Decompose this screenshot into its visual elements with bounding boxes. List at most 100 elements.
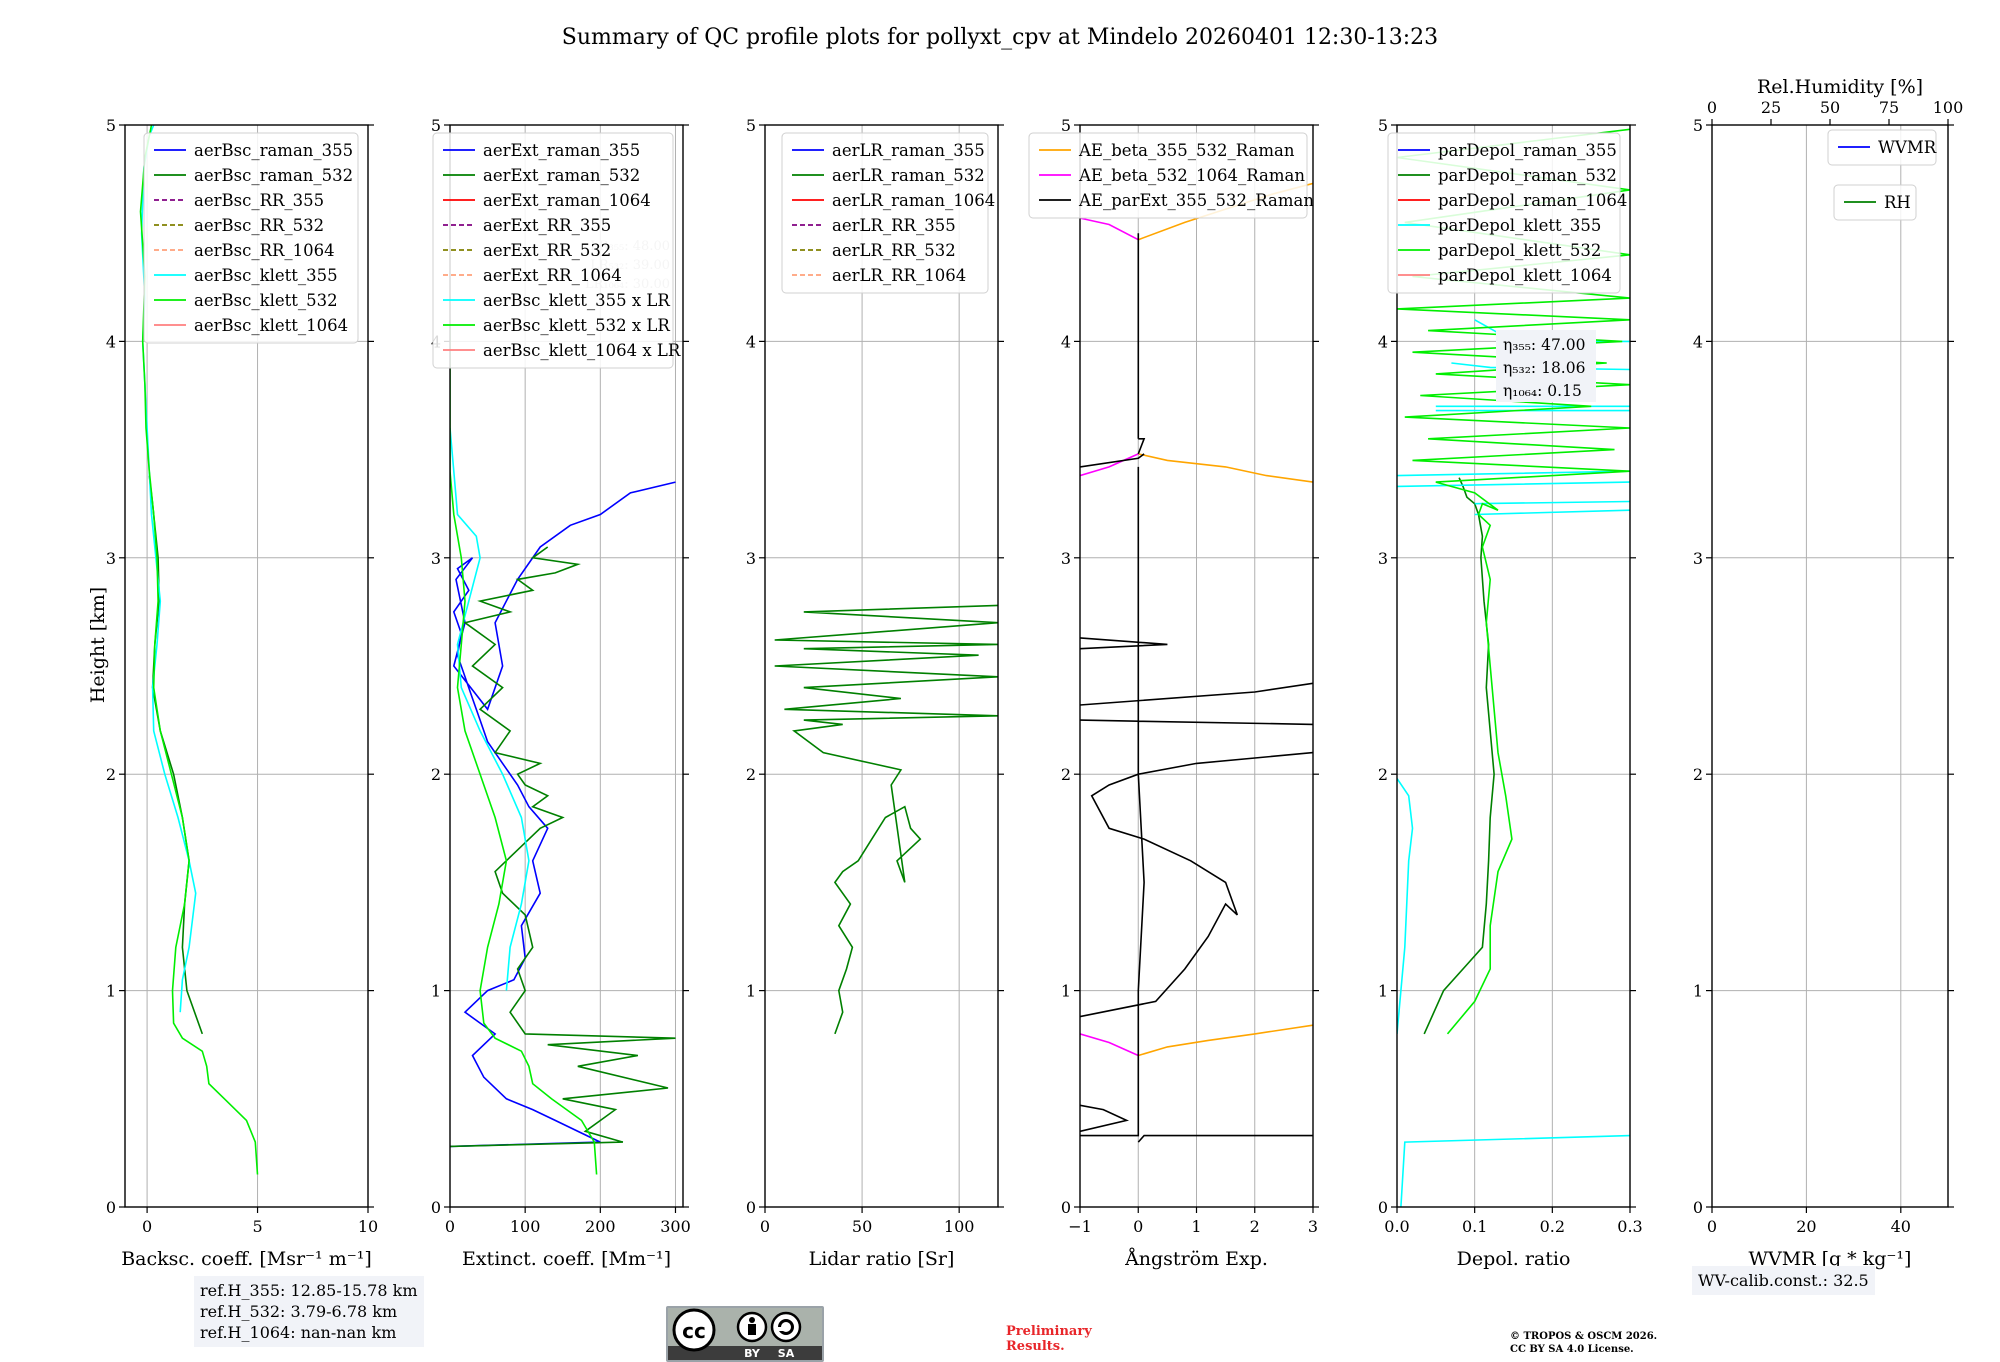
- wv-calibration-constant: WV-calib.const.: 32.5: [1698, 1271, 1869, 1290]
- preliminary-line-1: Preliminary: [1006, 1324, 1092, 1339]
- y-tick-label: 2: [1693, 765, 1703, 784]
- preliminary-results-note: Preliminary Results.: [1006, 1324, 1092, 1354]
- legend-label: parDepol_raman_532: [1438, 166, 1617, 185]
- legend-label: aerBsc_RR_1064: [194, 241, 335, 260]
- y-tick-label: 2: [746, 765, 756, 784]
- x-tick-label: 0.2: [1540, 1217, 1565, 1236]
- x-axis-label: Extinct. coeff. [Mm⁻¹]: [462, 1248, 671, 1270]
- top-x-tick-label: 100: [1933, 98, 1964, 117]
- y-tick-label: 1: [1061, 982, 1071, 1001]
- panel-depol: 0.0 0.1 0.2 0.3 0 1 2 3 4 5 Depol. ratio parDepol_r…: [1378, 116, 1643, 1270]
- legend-label: aerLR_raman_1064: [832, 191, 995, 210]
- series-line-pardepol-raman-532: [1423, 477, 1495, 1035]
- panel-wvmr: 0 20 40 0 1 2 3 4 5 WVMR [g * kg⁻¹] Rel.Humidity […: [1693, 76, 1963, 1270]
- y-tick-label: 5: [106, 116, 116, 135]
- y-tick-label: 5: [1693, 116, 1703, 135]
- x-tick-label: −1: [1068, 1217, 1092, 1236]
- legend-label: RH: [1884, 193, 1911, 212]
- copyright-line-2: CC BY SA 4.0 License.: [1510, 1344, 1634, 1355]
- y-tick-label: 1: [106, 982, 116, 1001]
- y-tick-label: 3: [746, 549, 756, 568]
- x-tick-label: 0.0: [1384, 1217, 1409, 1236]
- eta-box-bg: [1496, 330, 1596, 402]
- copyright-note: © TROPOS & OSCM 2026. CC BY SA 4.0 Licen…: [1510, 1330, 1657, 1356]
- attribution-icon: [736, 1311, 768, 1343]
- y-tick-label: 4: [106, 332, 116, 351]
- y-tick-label: 4: [746, 332, 756, 351]
- series-line-ae-beta-355-532-raman: [1138, 182, 1313, 1057]
- eta-box: η₃₅₅: 47.00 η₅₃₂: 18.06 η₁₀₆₄: 0.15: [1496, 330, 1596, 402]
- x-tick-label: 100: [944, 1217, 975, 1236]
- legend-label: aerExt_raman_355: [483, 141, 640, 160]
- axes-frame: [1079, 124, 1314, 1208]
- top-x-tick-label: 25: [1761, 98, 1781, 117]
- x-tick-label: 50: [852, 1217, 872, 1236]
- x-axis-label: Lidar ratio [Sr]: [809, 1248, 955, 1270]
- legend-label: aerBsc_klett_355: [194, 266, 338, 285]
- x-tick-label: 0.1: [1462, 1217, 1487, 1236]
- y-tick-label: 3: [106, 549, 116, 568]
- x-tick-label: 1: [1191, 1217, 1201, 1236]
- legend-label: AE_beta_355_532_Raman: [1078, 141, 1295, 160]
- legend-label: aerBsc_raman_355: [194, 141, 353, 160]
- y-tick-label: 4: [1693, 332, 1703, 351]
- y-tick-label: 1: [1693, 982, 1703, 1001]
- preliminary-line-2: Results.: [1006, 1339, 1065, 1354]
- cc-license-badge[interactable]: cc BY SA: [666, 1306, 824, 1362]
- legend-label: aerLR_RR_1064: [832, 266, 966, 285]
- x-tick-label: 5: [252, 1217, 262, 1236]
- copyright-line-1: © TROPOS & OSCM 2026.: [1510, 1331, 1658, 1342]
- y-tick-label: 4: [1061, 332, 1071, 351]
- legend-label: aerExt_raman_1064: [483, 191, 651, 210]
- legend-label: aerLR_RR_355: [832, 216, 956, 235]
- eta-label: η₃₅₅: 47.00: [1503, 336, 1585, 354]
- x-tick-label: 200: [585, 1217, 616, 1236]
- legend: WVMR: [1827, 129, 1937, 166]
- wv-calibration-box: WV-calib.const.: 32.5: [1692, 1266, 1875, 1295]
- y-tick-label: 0: [1378, 1198, 1388, 1217]
- ref-height-355: ref.H_355: 12.85-15.78 km: [200, 1281, 418, 1300]
- x-tick-label: 0: [1707, 1217, 1717, 1236]
- eta-label: η₅₃₂: 18.06: [1503, 359, 1585, 377]
- legend-frame: [1028, 132, 1308, 219]
- series-line-aerlr-raman-532: [774, 604, 998, 1035]
- legend-label: aerBsc_raman_532: [194, 166, 353, 185]
- legend-label: aerBsc_klett_532: [194, 291, 338, 310]
- figure-title: Summary of QC profile plots for pollyxt_…: [562, 25, 1438, 50]
- ref-height-532: ref.H_532: 3.79-6.78 km: [200, 1302, 398, 1321]
- legend-label: parDepol_klett_532: [1438, 241, 1601, 260]
- x-tick-label: 2: [1250, 1217, 1260, 1236]
- legend-label: parDepol_raman_1064: [1438, 191, 1627, 210]
- legend-frame: [432, 132, 674, 369]
- x-tick-label: 0: [445, 1217, 455, 1236]
- legend-frame: [1387, 132, 1621, 294]
- series-line-ae-parext-355-532-raman: [1080, 233, 1313, 1143]
- y-tick-label: 1: [1378, 982, 1388, 1001]
- legend-label: parDepol_raman_355: [1438, 141, 1617, 160]
- share-alike-icon: [770, 1311, 802, 1343]
- y-tick-label: 3: [431, 549, 441, 568]
- cc-icon: cc: [672, 1308, 716, 1352]
- legend-label: aerExt_raman_532: [483, 166, 640, 185]
- legend-label: aerBsc_klett_1064 x LR: [483, 341, 681, 360]
- eta-label: η₁₀₆₄: 0.15: [1503, 382, 1582, 400]
- top-x-tick-label: 0: [1707, 98, 1717, 117]
- legend-label: aerExt_RR_355: [483, 216, 611, 235]
- x-axis-label: Ångström Exp.: [1124, 1248, 1268, 1270]
- legend-label: aerBsc_klett_355 x LR: [483, 291, 670, 310]
- series-line-aerbsc-klett-355-x-lr: [450, 427, 530, 991]
- legend-label: aerLR_raman_532: [832, 166, 985, 185]
- axes-frame: [124, 124, 369, 1208]
- axes-frame: [1711, 124, 1949, 1208]
- y-tick-label: 1: [746, 982, 756, 1001]
- license-by: BY: [744, 1347, 761, 1360]
- x-tick-label: 10: [358, 1217, 378, 1236]
- legend: AE_beta_355_532_Raman AE_beta_532_1064_Ra…: [1028, 132, 1314, 219]
- legend-label: aerBsc_RR_355: [194, 191, 324, 210]
- legend: aerExt_raman_355 aerExt_raman_532 aerExt_r…: [432, 132, 681, 369]
- x-axis-label: WVMR [g * kg⁻¹]: [1749, 1248, 1912, 1270]
- x-axis-label: Depol. ratio: [1457, 1248, 1571, 1270]
